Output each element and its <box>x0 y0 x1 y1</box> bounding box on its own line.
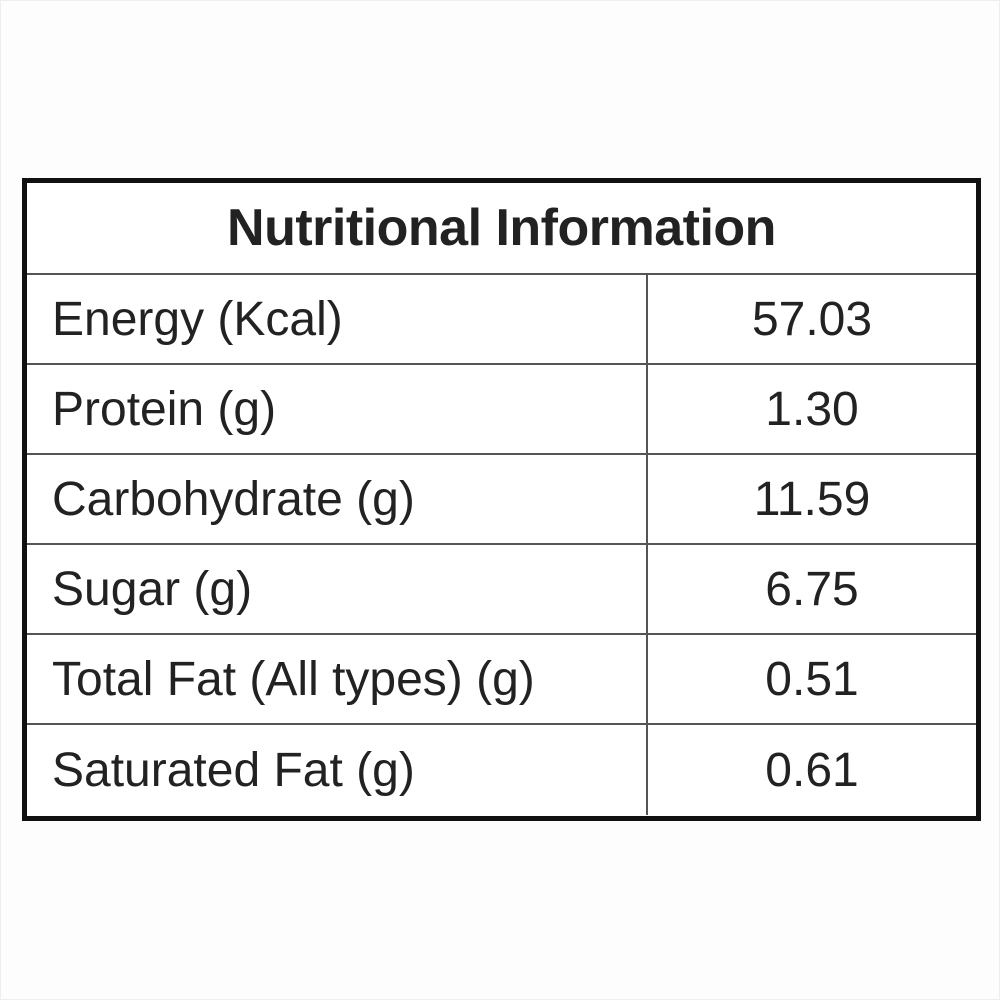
nutrient-label: Total Fat (All types) (g) <box>27 635 648 723</box>
table-body: Energy (Kcal) 57.03 Protein (g) 1.30 Car… <box>27 275 976 816</box>
nutrient-label: Protein (g) <box>27 365 648 453</box>
nutrient-value: 6.75 <box>765 562 859 616</box>
nutrient-value: 0.51 <box>765 652 859 706</box>
table-row: Energy (Kcal) 57.03 <box>27 275 976 365</box>
nutrition-table: Nutritional Information Energy (Kcal) 57… <box>22 178 981 821</box>
nutrient-label: Energy (Kcal) <box>27 275 648 363</box>
nutrient-value: 57.03 <box>751 292 873 346</box>
nutrient-label: Carbohydrate (g) <box>27 455 648 543</box>
table-title: Nutritional Information <box>27 183 976 275</box>
nutrient-label: Sugar (g) <box>27 545 648 633</box>
nutrient-label: Saturated Fat (g) <box>27 725 648 815</box>
nutrient-value: 1.30 <box>765 382 859 436</box>
nutrient-value: 11.59 <box>753 472 871 526</box>
table-row: Saturated Fat (g) 0.61 <box>27 725 976 815</box>
table-row: Total Fat (All types) (g) 0.51 <box>27 635 976 725</box>
table-row: Protein (g) 1.30 <box>27 365 976 455</box>
nutrient-value: 0.61 <box>765 743 859 797</box>
table-row: Carbohydrate (g) 11.59 <box>27 455 976 545</box>
table-row: Sugar (g) 6.75 <box>27 545 976 635</box>
